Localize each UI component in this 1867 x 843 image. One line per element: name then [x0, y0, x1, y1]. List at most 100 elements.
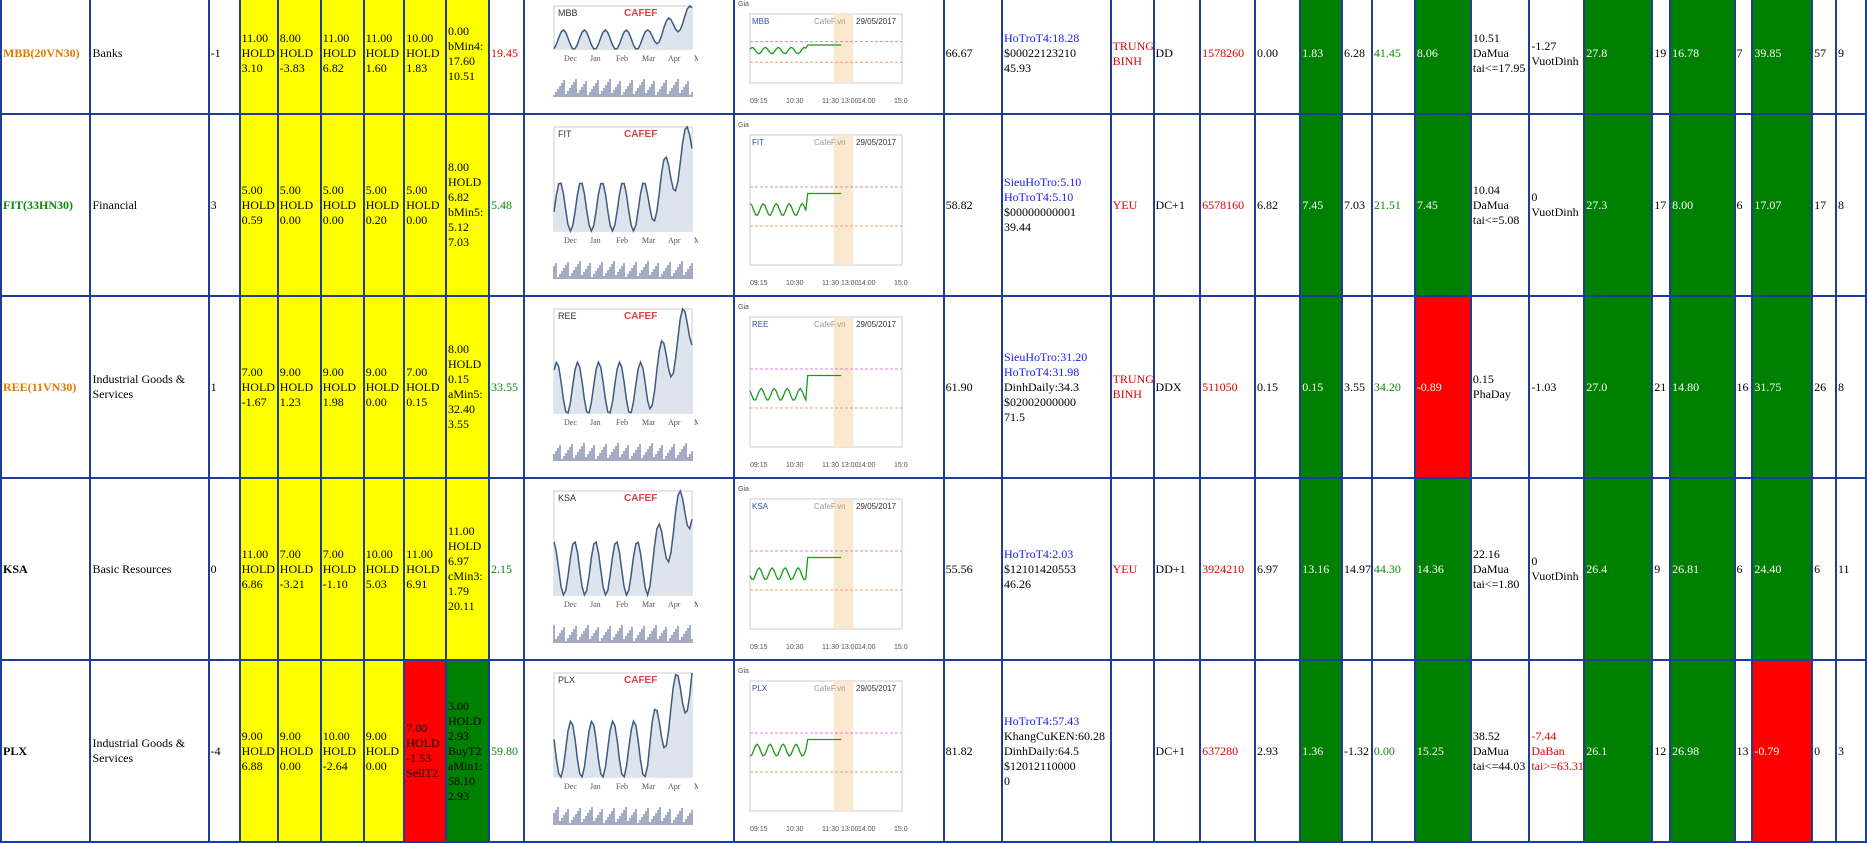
- signal-value: 5.00 HOLD 0.00: [406, 182, 440, 227]
- chart-date: 29/05/2017: [856, 17, 897, 26]
- signal-cell: 9.00 HOLD 0.00: [276, 659, 322, 843]
- signal-value: 9.00 HOLD 1.23: [279, 364, 314, 409]
- month-label: May: [694, 236, 698, 245]
- symbol-cell: KSA: [0, 477, 92, 661]
- rank-cell: 31.75: [1751, 295, 1814, 479]
- score-cell: -4: [207, 659, 241, 843]
- price-cell: 33.55: [487, 295, 525, 479]
- time-label: 09:15: [750, 826, 768, 833]
- signal-cell: 8.00 HOLD -3.83: [276, 0, 322, 115]
- percent-value: 61.90: [945, 379, 973, 394]
- trend-cell: DC+1: [1152, 113, 1202, 297]
- count-value: 6: [1736, 561, 1743, 576]
- status-cell: YEU: [1109, 477, 1155, 661]
- time-label: 09:15: [750, 98, 768, 105]
- symbol-cell: REE(11VN30): [0, 295, 92, 479]
- count-cell: 57: [1811, 0, 1837, 115]
- value: 0.00: [1256, 46, 1278, 60]
- count-value: 0: [1814, 743, 1821, 758]
- rank-value: 26.98: [1672, 743, 1700, 758]
- signal-cell: 11.00 HOLD 6.97 cMin3: 1.79 20.11: [445, 477, 490, 661]
- intraday-chart-cell: Gia PLX CafeF.vn 29/05/2017 09:15 10:30 11:30 …: [732, 659, 945, 843]
- note-cell: 38.52 DaMua tai<=44.03: [1469, 659, 1531, 843]
- count-value: 8: [1837, 379, 1844, 394]
- time-label: 09:15: [750, 644, 768, 651]
- note-cell: -7.44 DaBan tai>=63.31: [1528, 659, 1586, 843]
- count-cell: 9: [1834, 0, 1867, 115]
- signal-cell: 11.00 HOLD 3.10: [238, 0, 279, 115]
- rank-cell: 26.1: [1583, 659, 1654, 843]
- signal-value: 11.00 HOLD 1.60: [365, 31, 400, 75]
- count-cell: 0: [1811, 659, 1837, 843]
- metric-value: 1.36: [1302, 743, 1324, 758]
- time-label: 14:00: [858, 462, 876, 469]
- support-level-2: HoTroT4:31.98: [1004, 364, 1080, 379]
- daily-chart-cell: MBB CAFEF Dec Jan Feb Mar Apr May: [522, 0, 735, 115]
- intraday-chart: Gia FIT CafeF.vn 29/05/2017 09:15 10:30 11:30 …: [735, 117, 908, 293]
- chart-date: 29/05/2017: [856, 502, 897, 511]
- signal-cell: 7.00 HOLD -1.53 SellT2: [403, 659, 448, 843]
- count-value: 57: [1814, 46, 1827, 60]
- status-cell: YEU: [1109, 113, 1155, 297]
- signal-cell: 9.00 HOLD 0.00: [362, 659, 406, 843]
- time-label: 11:30 13:00: [822, 826, 859, 833]
- score-cell: 3: [207, 113, 241, 297]
- signal-cell: 9.00 HOLD 0.00: [362, 295, 406, 479]
- note-value: 10.04 DaMua tai<=5.08: [1472, 182, 1520, 227]
- note-value: -1.27 VuotDinh: [1531, 38, 1579, 68]
- support-level-2: HoTroT4:5.10: [1004, 190, 1074, 204]
- score-value: 3: [210, 197, 217, 212]
- metric-value: 34.20: [1373, 379, 1401, 394]
- time-label: 14:00: [858, 280, 876, 287]
- time-label: 11:30 13:00: [822, 98, 859, 105]
- sector-label: Banks: [92, 46, 123, 60]
- support-level: SieuHoTro:5.10: [1004, 175, 1082, 189]
- month-label: Mar: [642, 54, 656, 63]
- symbol-label: PLX: [3, 743, 27, 758]
- price-cell: 59.80: [487, 659, 525, 843]
- count-value: 19: [1654, 46, 1667, 60]
- count-value: 9: [1837, 46, 1844, 60]
- metric-value: 1.83: [1302, 46, 1324, 60]
- value-cell: 6.97: [1253, 477, 1302, 661]
- signal-value: 9.00 HOLD 0.00: [365, 728, 400, 773]
- volume-cell: 1578260: [1199, 0, 1256, 115]
- sector-cell: Industrial Goods & Services: [89, 659, 210, 843]
- count-value: 7: [1736, 46, 1743, 60]
- month-label: Mar: [642, 782, 656, 791]
- month-label: Mar: [642, 236, 656, 245]
- count-value: 9: [1654, 561, 1661, 576]
- signal-value: 9.00 HOLD 0.00: [279, 728, 314, 773]
- note-cell: 10.04 DaMua tai<=5.08: [1469, 113, 1531, 297]
- time-label: 09:15: [750, 462, 768, 469]
- count-cell: 6: [1733, 113, 1754, 297]
- value-cell: 2.93: [1253, 659, 1302, 843]
- signal-value: 5.00 HOLD 0.00: [279, 182, 314, 227]
- status-cell: TRUNG BINH: [1109, 295, 1155, 479]
- month-label: Jan: [590, 236, 601, 245]
- count-cell: 7: [1733, 0, 1754, 115]
- value: 6.82: [1256, 197, 1278, 212]
- table-row: PLX Industrial Goods & Services -4 9.00 HOL…: [0, 659, 1867, 843]
- metric-cell: 7.03: [1341, 113, 1373, 297]
- metric-cell: 14.36: [1413, 477, 1472, 661]
- daily-chart-cell: PLX CAFEF Dec Jan Feb Mar Apr May: [522, 659, 735, 843]
- time-label: 10:30: [786, 462, 804, 469]
- note-cell: 0 VuotDinh: [1528, 113, 1586, 297]
- month-label: Apr: [668, 782, 681, 791]
- metric-value: 8.06: [1416, 46, 1438, 60]
- trend-label: DC+1: [1155, 743, 1185, 758]
- signal-value: 5.00 HOLD 0.00: [322, 182, 357, 227]
- month-label: Feb: [616, 236, 628, 245]
- signal-cell: 5.00 HOLD 0.00: [319, 113, 365, 297]
- metric-cell: 8.06: [1413, 0, 1472, 115]
- unit-label: Gia: [738, 486, 749, 493]
- trend-cell: DD: [1152, 0, 1202, 115]
- metric-cell: 7.45: [1299, 113, 1344, 297]
- note-value: -7.44 DaBan tai>=63.31: [1531, 728, 1584, 773]
- count-value: 16: [1736, 379, 1749, 394]
- status-cell: [1109, 659, 1155, 843]
- symbol-label: FIT(33HN30): [3, 197, 73, 212]
- time-label: 10:30: [786, 280, 804, 287]
- metric-cell: -0.89: [1413, 295, 1472, 479]
